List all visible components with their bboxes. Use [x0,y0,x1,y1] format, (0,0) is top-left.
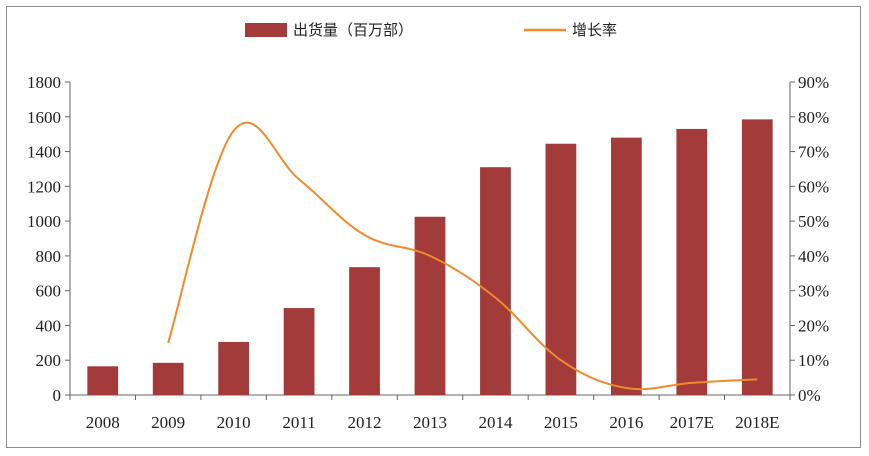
bar-2010 [218,341,250,395]
y-right-tick-label: 20% [798,316,829,335]
legend: 出货量（百万部） 增长率 [245,21,617,39]
y-right-tick-label: 30% [798,282,829,301]
x-tick-label: 2010 [217,413,251,432]
y-right-tick-label: 40% [798,247,829,266]
bar-2009 [152,362,184,395]
bar-2012 [349,267,380,395]
y-left-tick-label: 400 [36,316,62,335]
bar-2018E [741,119,773,395]
y-left-tick-label: 1400 [27,143,61,162]
y-left-tick-label: 1000 [27,212,61,231]
bar-2015 [545,143,577,395]
y-right-tick-label: 50% [798,212,829,231]
legend-label-shipments: 出货量（百万部） [293,21,413,39]
bar-series [87,119,773,395]
x-tick-label: 2014 [478,413,513,432]
x-tick-label: 2012 [348,413,382,432]
bar-2011 [283,308,315,395]
y-left-tick-label: 600 [36,282,62,301]
x-tick-label: 2018E [735,413,779,432]
bar-2016 [610,137,642,395]
x-tick-label: 2015 [544,413,578,432]
x-tick-label: 2017E [670,413,714,432]
y-right-tick-label: 70% [798,143,829,162]
bar-2013 [414,216,446,395]
y-right-tick-label: 0% [798,386,821,405]
x-tick-label: 2008 [86,413,120,432]
legend-label-growth: 增长率 [572,21,617,39]
x-tick-label: 2016 [609,413,643,432]
y-left-tick-label: 0 [53,386,62,405]
y-right-tick-label: 60% [798,177,829,196]
y-left-tick-label: 200 [36,351,62,370]
legend-swatch-bar [245,23,287,37]
x-tick-label: 2011 [282,413,315,432]
y-left-tick-label: 800 [36,247,62,266]
y-left-tick-label: 1800 [27,73,61,92]
y-right-tick-label: 90% [798,73,829,92]
y-left-tick-label: 1200 [27,177,61,196]
bar-2008 [87,366,119,395]
y-right-tick-label: 10% [798,351,829,370]
axes: 0 200 400 600 800 1000 1200 1400 1600 1800 0% 10% 20… [27,73,829,432]
x-tick-label: 2009 [151,413,185,432]
line-series [167,121,758,391]
bar-2017E [676,128,708,395]
growth-rate-line [167,121,758,391]
y-left-tick-label: 1600 [27,108,61,127]
y-right-tick-label: 80% [798,108,829,127]
x-tick-label: 2013 [413,413,447,432]
bar-2014 [480,167,511,395]
